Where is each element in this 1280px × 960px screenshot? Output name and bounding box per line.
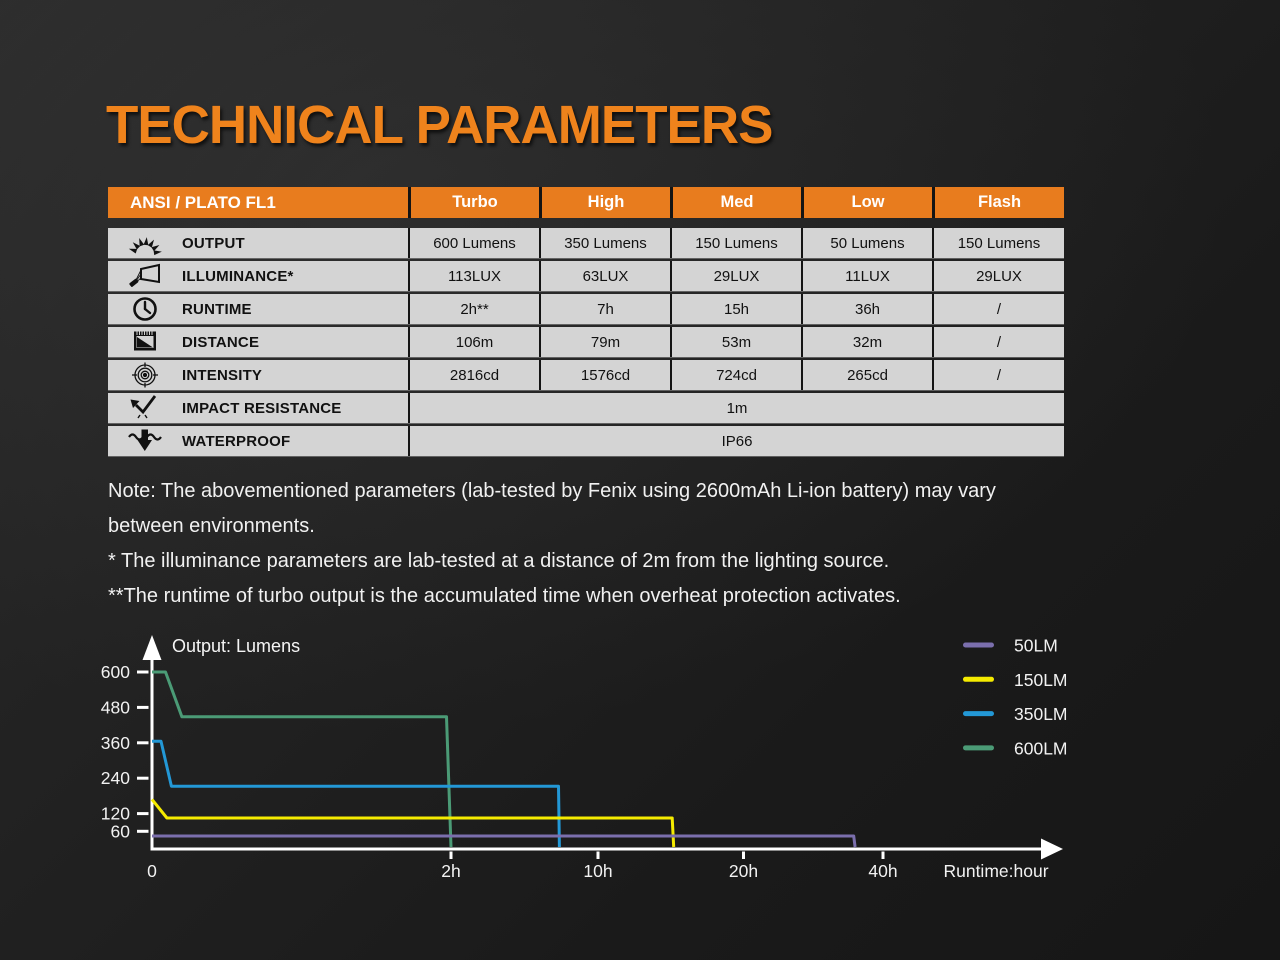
value-cell: 113LUX (408, 261, 539, 291)
value-cell: 2h** (408, 294, 539, 324)
value-cell: 63LUX (539, 261, 670, 291)
output-burst-icon (128, 237, 162, 256)
note-line: **The runtime of turbo output is the acc… (108, 585, 901, 607)
x-tick-label: 40h (868, 861, 897, 881)
legend-swatch-150LM (963, 676, 994, 682)
intensity-icon (132, 362, 158, 388)
row-label: INTENSITY (182, 366, 263, 384)
parameters-table: ANSI / PLATO FL1 Turbo High Med Low Flash OUT… (108, 187, 1064, 459)
table-row: WATERPROOF IP66 (108, 426, 1064, 456)
row-label-cell: ILLUMINANCE* (108, 261, 408, 291)
table-header-row: ANSI / PLATO FL1 Turbo High Med Low Flash (108, 187, 1064, 218)
value-cell: 2816cd (408, 360, 539, 390)
table-header-cell: High (539, 187, 670, 218)
row-label: ILLUMINANCE* (182, 267, 294, 285)
row-label-cell: RUNTIME (108, 294, 408, 324)
table-row: OUTPUT 600 Lumens 350 Lumens 150 Lumens 50 … (108, 228, 1064, 258)
table-header-cell: Med (670, 187, 801, 218)
value-cell: 15h (670, 294, 801, 324)
x-axis-arrow-icon (1041, 838, 1063, 860)
value-cell: 11LUX (801, 261, 932, 291)
legend-label-50LM: 50LM (1014, 636, 1058, 656)
value-cell: 600 Lumens (408, 228, 539, 258)
y-tick-label: 60 (111, 821, 131, 841)
table-header-cell: Turbo (408, 187, 539, 218)
impact-icon (130, 395, 157, 419)
legend-label-600LM: 600LM (1014, 738, 1068, 758)
notes-block: Note: The abovementioned parameters (lab… (108, 474, 1056, 614)
legend-swatch-50LM (963, 642, 994, 648)
table-row: IMPACT RESISTANCE 1m (108, 393, 1064, 423)
y-tick-label: 360 (101, 733, 130, 753)
x-tick-label: 10h (583, 861, 612, 881)
table-header-cell: Flash (932, 187, 1064, 218)
y-tick-label: 600 (101, 662, 130, 682)
value-cell: 1576cd (539, 360, 670, 390)
value-cell: / (932, 327, 1064, 357)
y-tick-label: 480 (101, 697, 130, 717)
table-row: INTENSITY 2816cd 1576cd 724cd 265cd / (108, 360, 1064, 390)
y-axis-arrow-icon (142, 635, 162, 660)
value-cell-span: 1m (408, 393, 1064, 423)
value-cell: 29LUX (932, 261, 1064, 291)
value-cell: 53m (670, 327, 801, 357)
value-cell: 79m (539, 327, 670, 357)
chart-title: Output: Lumens (172, 636, 300, 656)
x-tick-label: 0 (147, 861, 157, 881)
value-cell: 7h (539, 294, 670, 324)
value-cell: 106m (408, 327, 539, 357)
row-label-cell: OUTPUT (108, 228, 408, 258)
table-header-cell: Low (801, 187, 932, 218)
table-header-cell: ANSI / PLATO FL1 (108, 187, 408, 218)
legend-label-150LM: 150LM (1014, 670, 1068, 690)
row-label: RUNTIME (182, 300, 252, 318)
value-cell: 265cd (801, 360, 932, 390)
value-cell: 36h (801, 294, 932, 324)
illuminance-icon (129, 263, 160, 287)
chart-line-50LM (152, 834, 857, 848)
legend-swatch-350LM (963, 711, 994, 717)
distance-icon (134, 331, 156, 351)
row-label: IMPACT RESISTANCE (182, 399, 342, 417)
x-tick-label: 2h (441, 861, 460, 881)
table-row: RUNTIME 2h** 7h 15h 36h / (108, 294, 1064, 324)
value-cell: 350 Lumens (539, 228, 670, 258)
page-title: TECHNICAL PARAMETERS (106, 95, 773, 155)
y-tick-label: 120 (101, 804, 130, 824)
y-tick-label: 240 (101, 768, 130, 788)
table-row: DISTANCE 106m 79m 53m 32m / (108, 327, 1064, 357)
note-line: * The illuminance parameters are lab-tes… (108, 550, 890, 572)
value-cell: 150 Lumens (932, 228, 1064, 258)
row-label: WATERPROOF (182, 432, 291, 450)
value-cell-span: IP66 (408, 426, 1064, 456)
table-row: ILLUMINANCE* 113LUX 63LUX 29LUX 11LUX 29LUX (108, 261, 1064, 291)
row-label-cell: INTENSITY (108, 360, 408, 390)
chart-line-350LM (152, 739, 561, 848)
value-cell: 32m (801, 327, 932, 357)
runtime-clock-icon (133, 297, 157, 321)
value-cell: / (932, 294, 1064, 324)
legend-swatch-600LM (963, 745, 994, 751)
x-tick-label: 20h (729, 861, 758, 881)
waterproof-icon (128, 429, 162, 451)
value-cell: 724cd (670, 360, 801, 390)
value-cell: 29LUX (670, 261, 801, 291)
row-label-cell: IMPACT RESISTANCE (108, 393, 408, 423)
row-label-cell: DISTANCE (108, 327, 408, 357)
chart-line-600LM (152, 670, 453, 848)
value-cell: 150 Lumens (670, 228, 801, 258)
row-label-cell: WATERPROOF (108, 426, 408, 456)
value-cell: / (932, 360, 1064, 390)
row-label: DISTANCE (182, 333, 260, 351)
note-line: Note: The abovementioned parameters (lab… (108, 480, 996, 537)
legend-label-350LM: 350LM (1014, 704, 1068, 724)
value-cell: 50 Lumens (801, 228, 932, 258)
row-label: OUTPUT (182, 234, 245, 252)
chart-line-150LM (150, 798, 676, 848)
x-axis-title: Runtime:hour (943, 861, 1048, 881)
